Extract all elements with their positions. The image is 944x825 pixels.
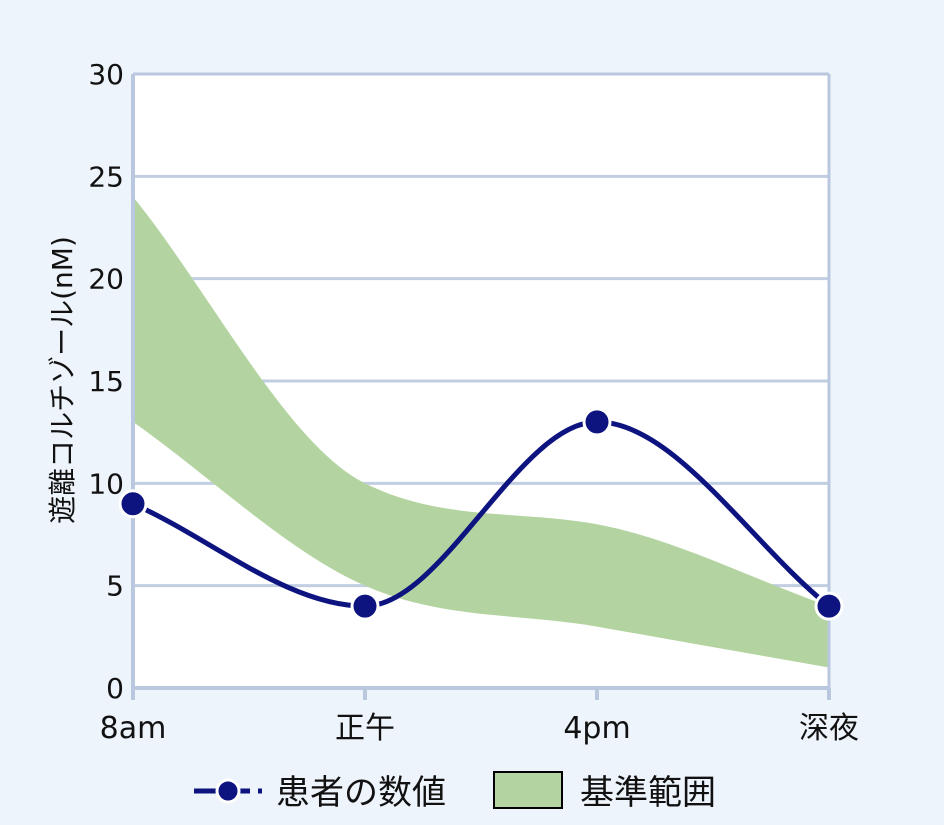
y-tick-label: 15 [88, 365, 124, 398]
y-tick-label: 20 [88, 263, 124, 296]
patient-data-point [814, 591, 844, 621]
reference-band [133, 196, 829, 668]
y-tick-label: 25 [88, 160, 124, 193]
y-tick-label: 30 [88, 58, 124, 91]
x-tick-labels: 8am 正午 4pm 深夜 [100, 711, 859, 746]
y-tick-labels: 0 5 10 15 20 25 30 [88, 58, 124, 705]
legend-band-label: 基準範囲 [580, 773, 716, 813]
x-tick-label: 正午 [335, 711, 395, 746]
legend-band-swatch [493, 771, 563, 809]
y-tick-label: 10 [88, 467, 124, 500]
x-tick-label: 4pm [563, 711, 630, 746]
patient-data-point [118, 489, 148, 519]
y-tick-label: 0 [106, 672, 124, 705]
x-tick-label: 深夜 [799, 711, 859, 746]
patient-data-point [582, 407, 612, 437]
legend-patient-marker [215, 778, 241, 804]
patient-data-point [350, 591, 380, 621]
y-axis-label: 遊離コルチゾール(nM) [46, 236, 79, 524]
reference-band-area [133, 196, 829, 668]
legend: 患者の数値 基準範囲 [194, 771, 716, 813]
patient-line [131, 419, 831, 609]
legend-patient-label: 患者の数値 [276, 773, 446, 813]
x-tick-label: 8am [100, 711, 167, 746]
patient-series [118, 407, 844, 621]
axes [131, 72, 831, 700]
y-tick-label: 5 [106, 570, 124, 603]
